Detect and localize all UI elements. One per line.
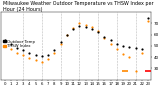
Point: [9, 49, 12, 50]
Point: [66, 34, 68, 35]
Point: [97, 32, 100, 33]
Point: [109, 40, 112, 41]
Point: [72, 28, 75, 30]
Point: [41, 61, 43, 62]
Legend: Outdoor Temp, THSW Index: Outdoor Temp, THSW Index: [3, 40, 35, 48]
Point: [72, 27, 75, 29]
Point: [3, 40, 6, 41]
Point: [47, 54, 49, 56]
Point: [91, 26, 93, 27]
Point: [59, 43, 62, 44]
Point: [78, 25, 81, 26]
Point: [28, 58, 31, 59]
Point: [59, 42, 62, 43]
Point: [134, 70, 137, 71]
Point: [28, 52, 31, 53]
Point: [84, 26, 87, 27]
Point: [147, 17, 149, 19]
Point: [91, 28, 93, 30]
Point: [122, 53, 124, 54]
Point: [78, 23, 81, 24]
Point: [128, 46, 131, 48]
Point: [66, 34, 68, 35]
Point: [9, 43, 12, 44]
Point: [53, 50, 56, 51]
Point: [116, 43, 118, 44]
Point: [103, 37, 106, 39]
Point: [34, 60, 37, 61]
Point: [22, 54, 24, 56]
Point: [84, 24, 87, 25]
Point: [16, 52, 18, 53]
Point: [34, 54, 37, 56]
Point: [16, 47, 18, 49]
Point: [141, 49, 143, 50]
Point: [53, 52, 56, 53]
Point: [3, 45, 6, 47]
Point: [128, 56, 131, 58]
Text: Milwaukee Weather Outdoor Temperature vs THSW Index per Hour (24 Hours): Milwaukee Weather Outdoor Temperature vs…: [3, 1, 153, 12]
Point: [41, 55, 43, 57]
Point: [97, 31, 100, 32]
Point: [134, 47, 137, 49]
Point: [103, 36, 106, 38]
Point: [147, 20, 149, 22]
Point: [141, 52, 143, 53]
Point: [22, 50, 24, 51]
Point: [47, 59, 49, 60]
Point: [116, 49, 118, 50]
Point: [109, 43, 112, 44]
Point: [122, 45, 124, 47]
